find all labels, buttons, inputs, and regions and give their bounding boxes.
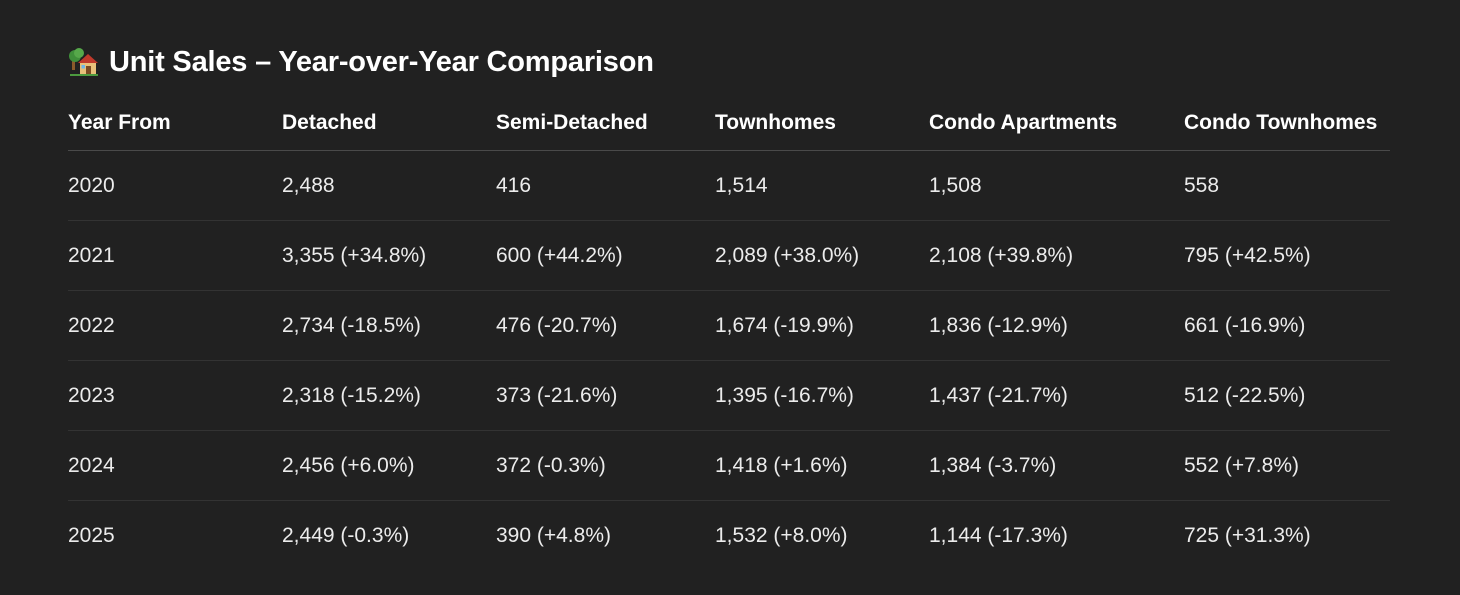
table-cell: 2,734 (-18.5%) bbox=[282, 290, 496, 361]
table-cell: 1,514 bbox=[715, 150, 929, 221]
table-cell: 2,089 (+38.0%) bbox=[715, 220, 929, 291]
table-cell: 1,395 (-16.7%) bbox=[715, 360, 929, 431]
table-header-row: Year From Detached Semi-Detached Townhom… bbox=[68, 96, 1390, 151]
table-cell: 372 (-0.3%) bbox=[496, 430, 715, 501]
table-cell: 2025 bbox=[68, 523, 115, 547]
table-cell: 2021 bbox=[68, 220, 282, 291]
table-row: 2025 2,449 (-0.3%) 390 (+4.8%) 1,532 (+8… bbox=[68, 501, 1390, 571]
table-cell: 795 (+42.5%) bbox=[1184, 220, 1390, 291]
column-header-townhomes: Townhomes bbox=[715, 96, 929, 151]
table-cell: 2020 bbox=[68, 150, 282, 221]
table-cell: 1,384 (-3.7%) bbox=[929, 430, 1184, 501]
column-header-year-from: Year From bbox=[68, 96, 282, 151]
table-cell: 476 (-20.7%) bbox=[496, 290, 715, 361]
table-cell: 3,355 (+34.8%) bbox=[282, 220, 496, 291]
table-cell: 390 (+4.8%) bbox=[496, 523, 611, 547]
table-cell: 2022 bbox=[68, 290, 282, 361]
table-cell: 1,508 bbox=[929, 150, 1184, 221]
table-cell: 416 bbox=[496, 150, 715, 221]
table-cell: 2,108 (+39.8%) bbox=[929, 220, 1184, 291]
unit-sales-table: Year From Detached Semi-Detached Townhom… bbox=[68, 96, 1390, 570]
table-cell: 2,449 (-0.3%) bbox=[282, 523, 410, 547]
table-cell: 2024 bbox=[68, 430, 282, 501]
table-cell: 600 (+44.2%) bbox=[496, 220, 715, 291]
table-cell: 558 bbox=[1184, 150, 1390, 221]
table-cell: 512 (-22.5%) bbox=[1184, 360, 1390, 431]
table-cell: 1,144 (-17.3%) bbox=[929, 523, 1068, 547]
column-header-condo-apartments: Condo Apartments bbox=[929, 96, 1184, 151]
table-cell: 661 (-16.9%) bbox=[1184, 290, 1390, 361]
table-cell: 1,674 (-19.9%) bbox=[715, 290, 929, 361]
table-row: 2021 3,355 (+34.8%) 600 (+44.2%) 2,089 (… bbox=[68, 220, 1390, 291]
table-cell: 2,318 (-15.2%) bbox=[282, 360, 496, 431]
table-cell: 1,836 (-12.9%) bbox=[929, 290, 1184, 361]
column-header-detached: Detached bbox=[282, 96, 496, 151]
column-header-condo-townhomes: Condo Townhomes bbox=[1184, 96, 1390, 151]
table-cell: 725 (+31.3%) bbox=[1184, 523, 1311, 547]
table-row: 2023 2,318 (-15.2%) 373 (-21.6%) 1,395 (… bbox=[68, 360, 1390, 431]
page-title-text: Unit Sales – Year-over-Year Comparison bbox=[109, 45, 654, 78]
table-cell: 1,418 (+1.6%) bbox=[715, 430, 929, 501]
house-with-garden-icon bbox=[68, 46, 100, 78]
column-header-semi-detached: Semi-Detached bbox=[496, 96, 715, 151]
table-cell: 2,488 bbox=[282, 150, 496, 221]
table-row: 2024 2,456 (+6.0%) 372 (-0.3%) 1,418 (+1… bbox=[68, 430, 1390, 501]
table-cell: 2,456 (+6.0%) bbox=[282, 430, 496, 501]
table-cell: 373 (-21.6%) bbox=[496, 360, 715, 431]
table-cell: 2023 bbox=[68, 360, 282, 431]
table-cell: 1,532 (+8.0%) bbox=[715, 523, 848, 547]
table-cell: 1,437 (-21.7%) bbox=[929, 360, 1184, 431]
page-title: Unit Sales – Year-over-Year Comparison bbox=[68, 40, 654, 84]
table-cell: 552 (+7.8%) bbox=[1184, 430, 1390, 501]
table-row: 2022 2,734 (-18.5%) 476 (-20.7%) 1,674 (… bbox=[68, 290, 1390, 361]
table-row: 2020 2,488 416 1,514 1,508 558 bbox=[68, 150, 1390, 221]
